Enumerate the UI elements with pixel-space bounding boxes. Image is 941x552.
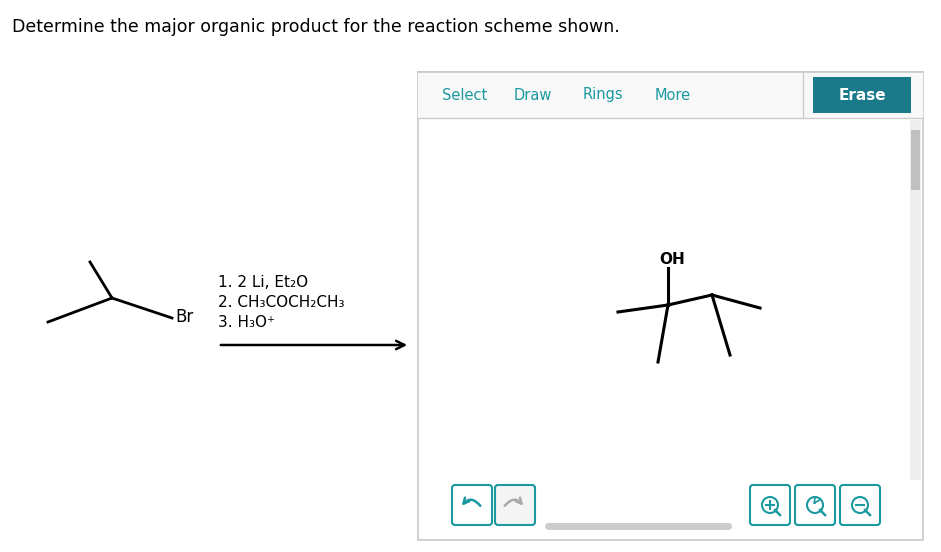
FancyBboxPatch shape (795, 485, 835, 525)
Text: OH: OH (659, 252, 685, 268)
Text: Erase: Erase (838, 88, 885, 103)
Text: Select: Select (442, 88, 487, 103)
Bar (813, 77, 911, 113)
Text: More: More (655, 88, 691, 103)
Text: Draw: Draw (514, 88, 552, 103)
Bar (418, 72, 923, 118)
Text: 3. H₃O⁺: 3. H₃O⁺ (218, 315, 275, 330)
FancyBboxPatch shape (750, 485, 790, 525)
Bar (911, 130, 920, 190)
Text: Determine the major organic product for the reaction scheme shown.: Determine the major organic product for … (12, 18, 620, 36)
FancyBboxPatch shape (452, 485, 492, 525)
Text: 2. CH₃COCH₂CH₃: 2. CH₃COCH₂CH₃ (218, 295, 344, 310)
Bar (418, 72, 923, 540)
Text: 1. 2 Li, Et₂O: 1. 2 Li, Et₂O (218, 275, 308, 290)
FancyBboxPatch shape (495, 485, 535, 525)
Text: Br: Br (175, 308, 193, 326)
Bar (910, 120, 921, 480)
Text: Rings: Rings (582, 88, 623, 103)
FancyBboxPatch shape (840, 485, 880, 525)
